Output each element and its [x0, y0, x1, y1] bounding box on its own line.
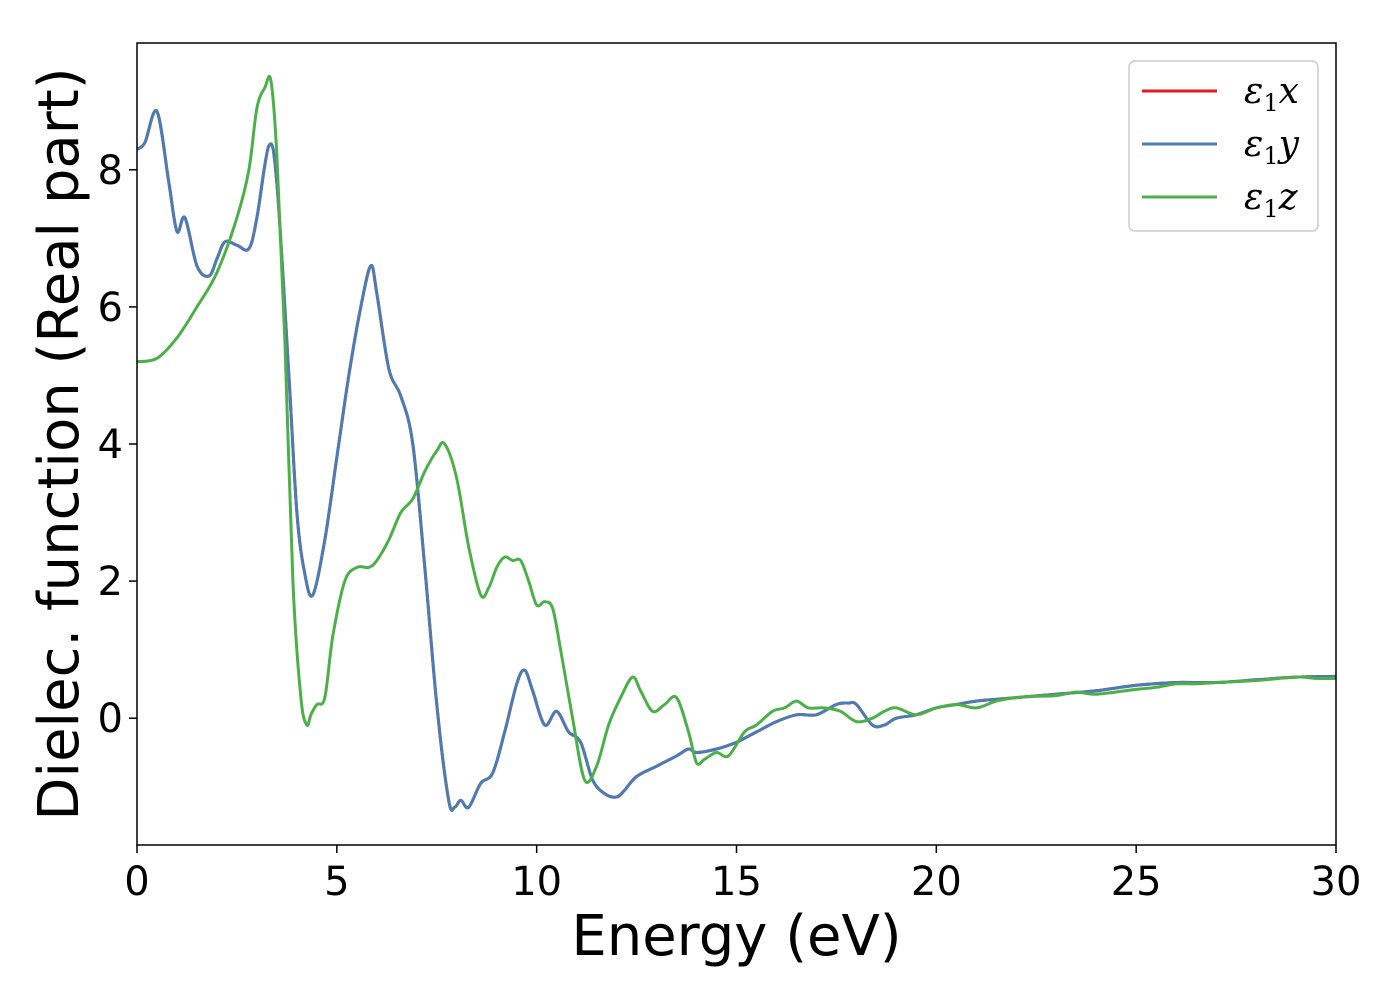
- legend-label-z: ε1z: [1244, 177, 1299, 223]
- series-line-y: [137, 109, 1336, 812]
- x-tick-label: 15: [711, 859, 762, 905]
- y-tick-label: 4: [98, 422, 123, 468]
- legend-label-y: ε1y: [1244, 124, 1300, 170]
- series-layer: [137, 74, 1336, 812]
- x-axis-title: Energy (eV): [571, 904, 901, 969]
- y-tick-label: 2: [98, 559, 123, 605]
- series-line-z: [137, 74, 1336, 784]
- y-tick-label: 8: [98, 148, 123, 194]
- x-tick-label: 5: [324, 859, 349, 905]
- legend: ε1x ε1y ε1z: [1128, 60, 1319, 232]
- y-axis-title: Dielec. function (Real part): [27, 67, 92, 820]
- x-tick-label: 20: [911, 859, 962, 905]
- y-tick-label: 0: [98, 696, 123, 742]
- x-tick-label: 0: [124, 859, 149, 905]
- legend-label-x: ε1x: [1244, 71, 1299, 117]
- x-tick-label: 10: [511, 859, 562, 905]
- x-tick-label: 30: [1311, 859, 1362, 905]
- legend-box: [1128, 60, 1319, 232]
- ticks-layer: 0 5 10 15 20 25 30 0 2 4 6 8: [98, 148, 1362, 905]
- y-tick-label: 6: [98, 285, 123, 331]
- x-tick-label: 25: [1111, 859, 1162, 905]
